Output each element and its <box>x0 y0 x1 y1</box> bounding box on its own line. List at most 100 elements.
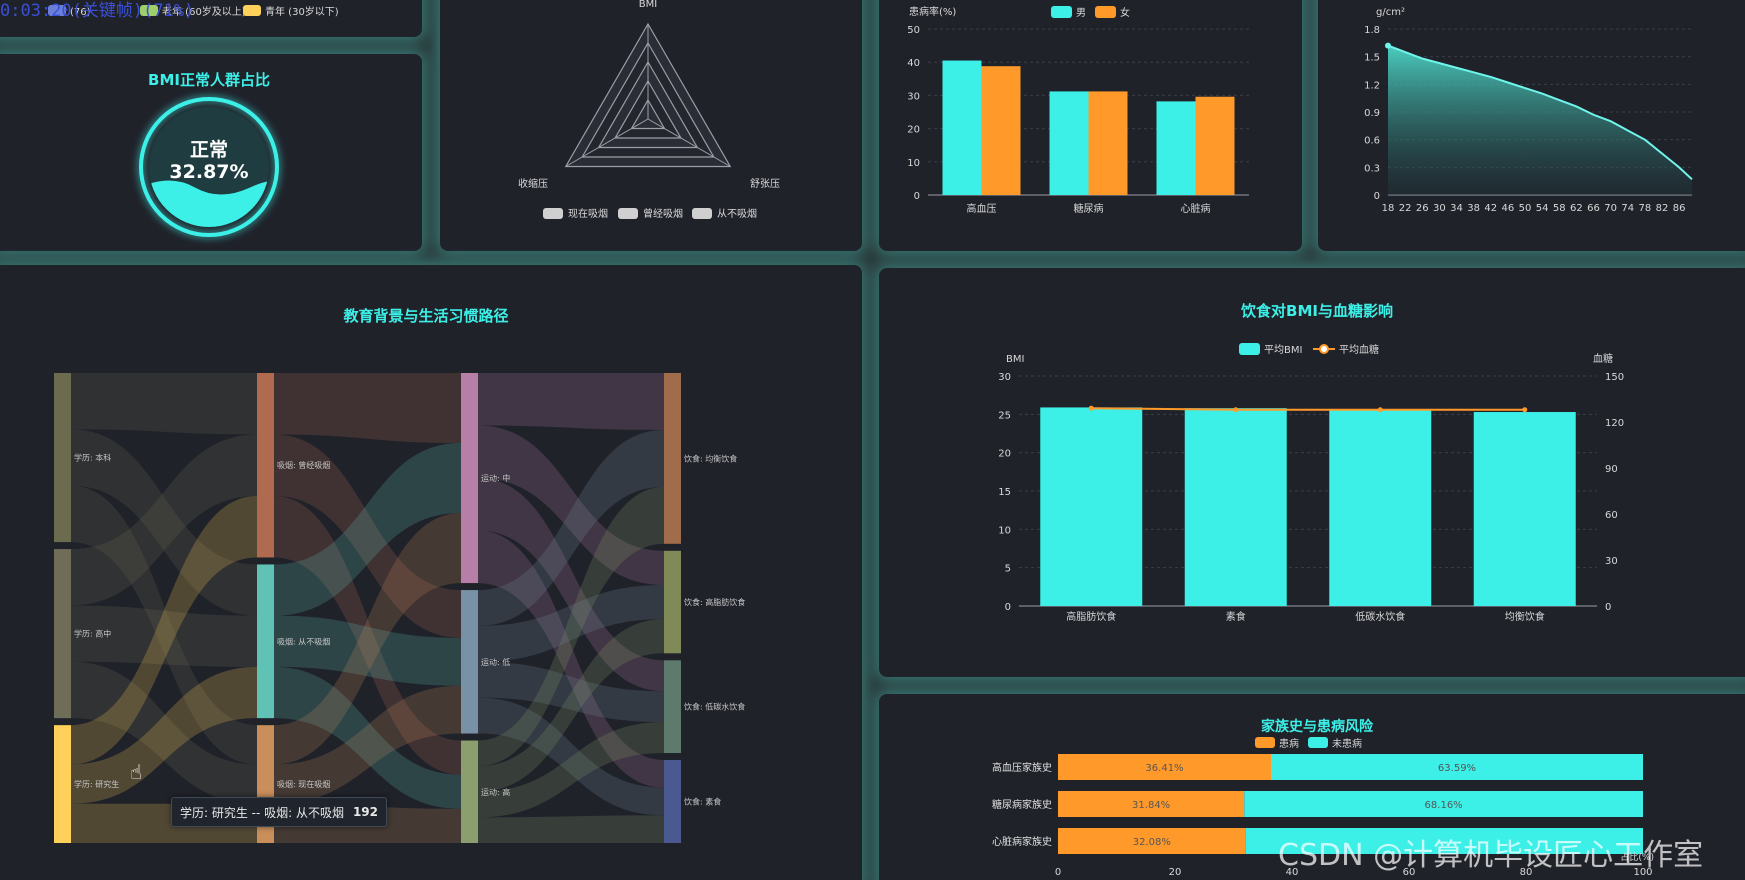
radar-indicator: 收缩压 <box>518 177 548 190</box>
family-xtick: 0 <box>1055 867 1061 878</box>
sankey-node-label: 饮食: 低碳水饮食 <box>684 702 745 712</box>
sankey-node <box>461 740 478 843</box>
sankey-link <box>478 815 664 843</box>
diet-title: 饮食对BMI与血糖影响 <box>1240 302 1393 320</box>
sankey-link <box>71 429 257 616</box>
sankey-link <box>274 513 461 765</box>
tooltip-value: 192 <box>352 805 378 819</box>
family-xlabel: 占比(%) <box>1620 851 1654 863</box>
sankey-node-label: 饮食: 素食 <box>684 797 721 807</box>
diet-ylabel-left: BMI <box>1006 354 1024 365</box>
sankey-node-label: 运动: 低 <box>481 657 510 667</box>
diet-xtick: 素食 <box>1226 610 1246 623</box>
bone-ytick: 0.6 <box>1364 136 1380 147</box>
bone-xtick: 38 <box>1467 203 1480 214</box>
age-legend-swatch <box>243 5 261 16</box>
family-xtick: 100 <box>1633 867 1652 878</box>
diet-glucose-point <box>1522 407 1528 413</box>
bone-line <box>1387 44 1693 181</box>
radar-axis <box>565 118 649 167</box>
diet-bmi-bar <box>1329 410 1432 606</box>
radar-axis <box>647 118 731 167</box>
bone-xtick: 62 <box>1570 203 1583 214</box>
bone-ytick: 1.2 <box>1364 80 1380 91</box>
bone-xtick: 70 <box>1604 203 1617 214</box>
age-legend-swatch <box>48 5 66 16</box>
diet-legend-label: 平均BMI <box>1264 344 1302 356</box>
diet-y2tick: 0 <box>1605 602 1611 613</box>
sankey-link <box>71 485 257 765</box>
radar-legend-label: 从不吸烟 <box>717 207 757 220</box>
family-xtick: 60 <box>1403 867 1416 878</box>
sankey-link <box>71 666 257 804</box>
diet-ytick: 25 <box>998 410 1011 421</box>
sankey-link <box>71 605 257 667</box>
disease-gender-panel: 0 10 20 30 40 50 患病率(%) 男 女高血压 糖尿病 心脏病 <box>879 0 1302 251</box>
gender-ytick: 50 <box>907 25 920 36</box>
gender-bar <box>1195 96 1235 195</box>
bone-xtick: 74 <box>1621 203 1634 214</box>
gender-legend-label: 女 <box>1120 6 1130 19</box>
hand-cursor-icon: ☝ <box>130 760 143 784</box>
family-legend-label: 未患病 <box>1332 737 1362 750</box>
diet-y2tick: 60 <box>1605 510 1618 521</box>
gauge-value: 32.87% <box>169 161 248 183</box>
gender-bar <box>1088 91 1128 195</box>
diet-ytick: 30 <box>998 372 1011 383</box>
gender-ylabel: 患病率(%) <box>909 5 956 18</box>
diet-xtick: 高脂肪饮食 <box>1066 610 1116 623</box>
sankey-node-label: 运动: 中 <box>481 473 510 483</box>
family-title: 家族史与患病风险 <box>1261 718 1374 735</box>
gender-bar <box>1049 91 1089 195</box>
gender-legend-swatch <box>1095 6 1116 18</box>
radar-legend-label: 现在吸烟 <box>568 207 608 220</box>
gender-xtick: 糖尿病 <box>1074 202 1104 215</box>
sankey-node <box>461 373 478 584</box>
sankey-link <box>478 373 664 430</box>
bone-xtick: 66 <box>1587 203 1600 214</box>
gauge-outer-ring <box>139 97 279 237</box>
sankey-node-label: 吸烟: 从不吸烟 <box>277 637 330 646</box>
gender-ytick: 0 <box>914 191 920 202</box>
diet-y2tick: 150 <box>1605 372 1624 383</box>
bone-ytick: 1.5 <box>1364 53 1380 64</box>
sankey-node-label: 饮食: 均衡饮食 <box>684 453 737 463</box>
sankey-title: 教育背景与生活习惯路径 <box>342 307 508 325</box>
sankey-link <box>478 478 664 692</box>
bone-ytick: 1.8 <box>1364 25 1380 36</box>
gender-ytick: 10 <box>907 158 920 169</box>
sankey-link <box>478 425 664 585</box>
sankey-link <box>71 661 257 804</box>
family-bar-label: 32.08% <box>1133 837 1171 848</box>
sankey-node <box>664 760 681 843</box>
gender-bar <box>981 66 1021 196</box>
diet-ytick: 0 <box>1005 602 1011 613</box>
family-bar <box>1270 754 1643 780</box>
age-legend: (76) 老年 (60岁及以上) 青年 (30岁以下) <box>48 5 339 18</box>
sankey-link <box>274 443 461 616</box>
family-legend-swatch <box>1255 737 1275 748</box>
gender-xtick: 高血压 <box>967 202 997 215</box>
bone-xtick: 34 <box>1450 203 1463 214</box>
sankey-link <box>478 584 664 662</box>
bone-xtick: 30 <box>1433 203 1446 214</box>
radar-indicator: 舒张压 <box>750 177 780 190</box>
sankey-node-label: 学历: 研究生 <box>74 779 119 789</box>
radar-legend-swatch <box>543 208 563 219</box>
gender-ytick: 40 <box>907 58 920 69</box>
bmi-gauge-title: BMI正常人群占比 <box>148 71 270 89</box>
sankey-node-label: 学历: 高中 <box>74 629 111 639</box>
sankey-tooltip: 学历: 研究生 -- 吸烟: 从不吸烟 192 <box>171 797 387 827</box>
gender-legend-label: 男 <box>1076 7 1086 19</box>
sankey-node <box>54 373 71 543</box>
sankey-node <box>664 550 681 654</box>
bone-xtick: 46 <box>1502 203 1515 214</box>
bone-xtick: 18 <box>1382 203 1395 214</box>
bone-area <box>1388 45 1692 195</box>
sankey-link <box>274 666 461 809</box>
family-xtick: 40 <box>1286 867 1299 878</box>
